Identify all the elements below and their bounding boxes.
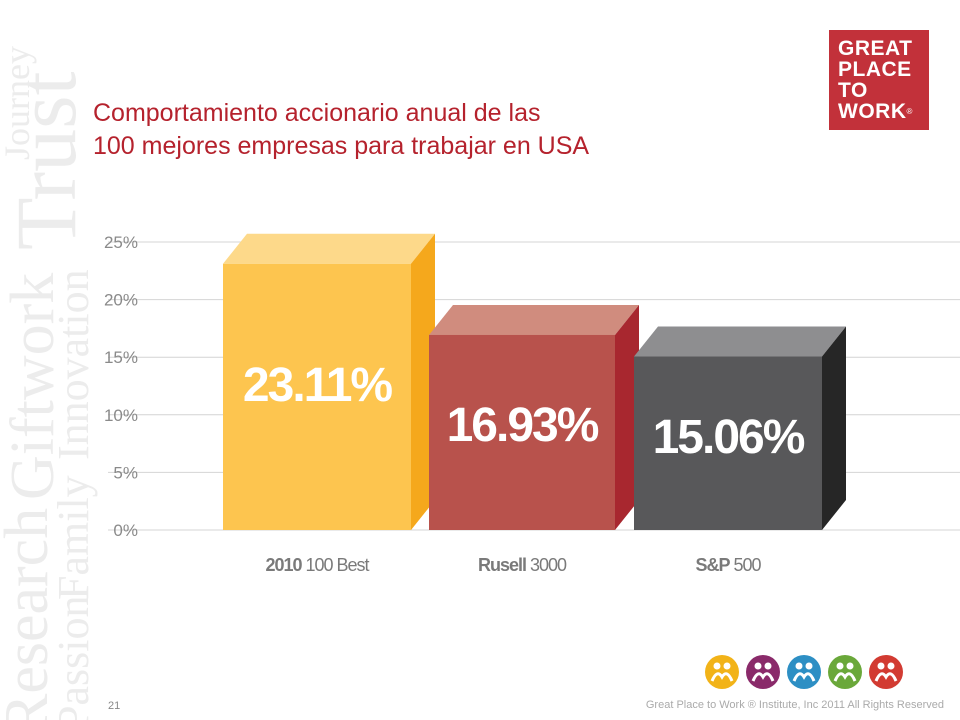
x-category-label-rest: 500: [729, 555, 761, 575]
purple-people-icon: [746, 655, 780, 689]
logo-line-2: PLACE: [838, 58, 912, 81]
y-tick-label: 5%: [113, 463, 138, 482]
x-category-label-rest: 100 Best: [301, 555, 369, 575]
green-people-icon: [828, 655, 862, 689]
y-tick-label: 20%: [104, 291, 138, 310]
y-tick-label: 25%: [104, 233, 138, 252]
x-category-label: Rusell 3000: [478, 555, 567, 575]
bar: [634, 356, 822, 530]
slide-title-line-1: Comportamiento accionario anual de las: [93, 99, 541, 127]
logo-line-3: TO: [838, 79, 868, 102]
x-category-label: 2010 100 Best: [265, 555, 369, 575]
logo-line-1: GREAT: [838, 37, 913, 60]
bar-side-face: [822, 326, 846, 530]
people-icons-row: [705, 655, 915, 691]
red-people-icon: [869, 655, 903, 689]
y-tick-label: 10%: [104, 406, 138, 425]
y-tick-label: 0%: [113, 521, 138, 540]
slide-title-line-2: 100 mejores empresas para trabajar en US…: [93, 132, 590, 160]
page-number: 21: [108, 700, 121, 712]
x-category-label-bold: S&P: [695, 555, 730, 575]
blue-people-icon: [787, 655, 821, 689]
bar-data-label: 16.93%: [447, 399, 599, 452]
bar: [223, 263, 411, 530]
x-category-label-bold: Rusell: [478, 555, 526, 575]
bar-data-label: 15.06%: [653, 411, 805, 464]
y-tick-label: 15%: [104, 348, 138, 367]
x-category-label: S&P 500: [695, 555, 761, 575]
great-place-to-work-logo: GREAT PLACE TO WORK®: [829, 30, 929, 130]
bar-top-face: [634, 326, 846, 357]
x-category-label-bold: 2010: [265, 555, 302, 575]
bar-side-face: [615, 304, 639, 530]
bar-top-face: [223, 233, 435, 264]
x-category-label-rest: 3000: [526, 555, 567, 575]
yellow-people-icon: [705, 655, 739, 689]
bar-top-face: [429, 304, 639, 335]
registered-mark: ®: [906, 107, 913, 116]
bar: [429, 334, 615, 530]
slide-title: Comportamiento accionario anual de las 1…: [93, 97, 793, 163]
copyright-footer: Great Place to Work ® Institute, Inc 201…: [645, 699, 944, 711]
bar-data-label: 23.11%: [243, 359, 392, 412]
logo-line-4: WORK®: [838, 100, 913, 123]
